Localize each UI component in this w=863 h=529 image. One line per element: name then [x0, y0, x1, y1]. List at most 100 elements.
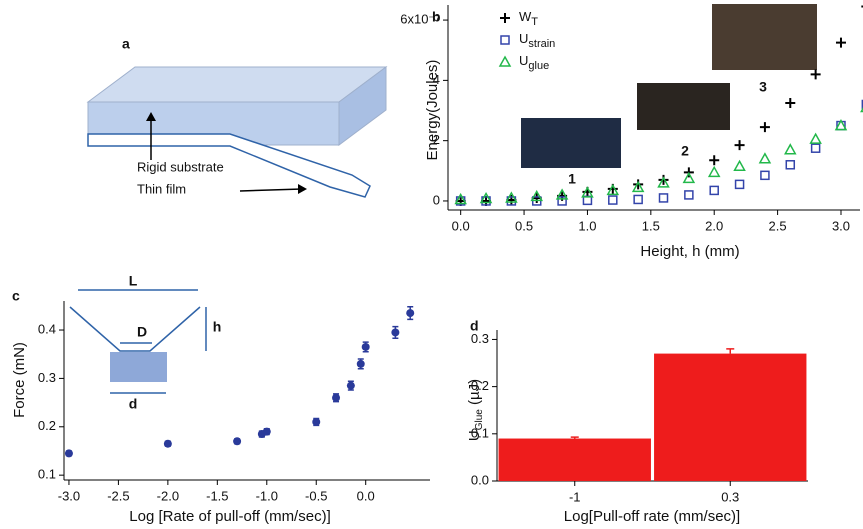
- point: [312, 417, 321, 426]
- point: [262, 427, 271, 436]
- legend-name: W: [519, 9, 532, 24]
- point: [406, 309, 415, 318]
- photo: [637, 83, 730, 130]
- error-bar: [726, 348, 735, 354]
- point: [64, 449, 73, 458]
- panel-label: d: [470, 318, 479, 334]
- legend-label: WT: [519, 9, 538, 27]
- point: [332, 393, 341, 402]
- annotation: d: [129, 396, 138, 412]
- point: [163, 439, 172, 448]
- film-shape: [69, 306, 201, 352]
- point: [361, 342, 370, 351]
- legend-label: Uglue: [519, 53, 549, 71]
- x-axis-title: Log [Rate of pull-off (mm/sec)]: [129, 508, 330, 525]
- x-tick-label: -0.5: [305, 488, 327, 503]
- y-axis-title: Force (mN): [11, 342, 28, 418]
- x-tick-label: 2.5: [769, 218, 787, 233]
- x-tick-label: 1.0: [578, 218, 596, 233]
- legend-label: Ustrain: [519, 31, 555, 49]
- x-tick-label: 0.3: [721, 489, 739, 504]
- substrate-top: [86, 66, 388, 103]
- point: [608, 195, 618, 205]
- point: [633, 194, 643, 205]
- point: [861, 99, 863, 110]
- y-tick-label: 4: [433, 72, 440, 87]
- thin-film: [87, 133, 371, 198]
- y-tick-label: 0.2: [471, 378, 489, 393]
- y-tick-label: 0.1: [38, 467, 56, 482]
- point: [581, 186, 594, 198]
- annotation: h: [213, 319, 222, 335]
- point: [734, 140, 745, 151]
- point: [759, 122, 770, 133]
- panel-label: c: [12, 288, 20, 304]
- arrowhead: [298, 184, 307, 194]
- x-tick-label: 3.0: [832, 218, 850, 233]
- y-tick-label: 2: [433, 132, 440, 147]
- point: [500, 13, 510, 23]
- point: [733, 159, 746, 172]
- point: [809, 132, 822, 144]
- error-bar: [570, 436, 579, 439]
- x-tick-label: 0.0: [357, 488, 375, 503]
- x-tick-label: -3.0: [58, 488, 80, 503]
- point: [658, 193, 669, 203]
- x-axis-title: Log[Pull-off rate (mm/sec)]: [564, 508, 740, 525]
- point: [555, 188, 569, 200]
- point: [479, 191, 493, 204]
- y-tick-label: 0.3: [471, 331, 489, 346]
- x-axis-title: Height, h (mm): [640, 243, 739, 260]
- point: [760, 170, 770, 181]
- annotation: 1: [568, 171, 576, 187]
- point: [810, 69, 821, 80]
- x-tick-label: -1.0: [256, 488, 278, 503]
- point: [684, 190, 694, 200]
- point: [233, 437, 242, 446]
- substrate: [110, 352, 167, 382]
- arrow: [239, 188, 303, 192]
- y-axis-title-main: Energy(Joules): [424, 60, 441, 161]
- point: [500, 35, 510, 45]
- point: [657, 176, 670, 188]
- point: [785, 97, 796, 108]
- y-axis-title-main: Force (mN): [11, 342, 28, 418]
- point: [758, 152, 772, 164]
- point: [834, 119, 848, 131]
- inset-diagram: [69, 289, 207, 394]
- point: [734, 179, 745, 190]
- point: [835, 37, 846, 48]
- x-tick-label: -1: [569, 489, 581, 504]
- point: [606, 183, 620, 196]
- x-tick-label: -2.5: [107, 488, 129, 503]
- diagram-label: Rigid substrate: [137, 159, 224, 174]
- y-tick-label: 0.1: [471, 425, 489, 440]
- y-tick-label: 0: [433, 192, 440, 207]
- panel-a: a Rigid substrate Thin film: [86, 36, 388, 198]
- y-tick-label: 6x10⁻⁷: [400, 12, 440, 27]
- legend-sub: strain: [528, 38, 555, 50]
- annotation: 3: [759, 79, 767, 95]
- legend-name: U: [519, 31, 528, 46]
- y-tick-label: 0.3: [38, 370, 56, 385]
- y-tick-label: 0.2: [38, 418, 56, 433]
- legend-sub: glue: [528, 60, 549, 72]
- panel-label: b: [432, 9, 441, 25]
- y-axis-title-sub: Glue: [474, 409, 485, 431]
- point: [709, 185, 719, 196]
- x-tick-label: 2.0: [705, 218, 723, 233]
- point: [709, 155, 720, 166]
- x-tick-label: 1.5: [642, 218, 660, 233]
- point: [454, 192, 467, 205]
- legend-sub: T: [531, 16, 538, 28]
- point: [784, 143, 797, 155]
- point: [505, 191, 518, 203]
- y-axis-title: Energy(Joules): [424, 60, 441, 161]
- y-axis-title-main: U: [466, 430, 483, 441]
- point: [785, 160, 796, 170]
- bar: [654, 353, 807, 481]
- panel-label: a: [122, 36, 130, 52]
- y-tick-label: 0.4: [38, 321, 56, 336]
- y-axis-title-unit: (µJ): [466, 379, 483, 409]
